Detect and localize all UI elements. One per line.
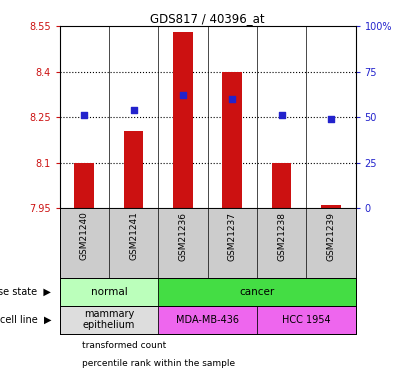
Text: GSM21236: GSM21236 xyxy=(178,211,187,261)
Bar xyxy=(173,32,193,208)
Bar xyxy=(60,306,158,334)
Text: mammary
epithelium: mammary epithelium xyxy=(83,309,135,330)
Bar xyxy=(321,205,341,208)
Bar xyxy=(74,163,94,208)
Bar xyxy=(272,163,291,208)
Text: cancer: cancer xyxy=(239,286,275,297)
Bar xyxy=(124,131,143,208)
Text: MDA-MB-436: MDA-MB-436 xyxy=(176,315,239,325)
Text: HCC 1954: HCC 1954 xyxy=(282,315,330,325)
Text: GSM21237: GSM21237 xyxy=(228,211,237,261)
Point xyxy=(328,116,334,122)
Point xyxy=(180,92,186,98)
Text: disease state  ▶: disease state ▶ xyxy=(0,286,51,297)
Bar xyxy=(222,72,242,208)
Text: cell line  ▶: cell line ▶ xyxy=(0,315,51,325)
Text: GSM21240: GSM21240 xyxy=(80,211,89,261)
Point xyxy=(278,112,285,118)
Bar xyxy=(60,278,158,306)
Text: GSM21241: GSM21241 xyxy=(129,211,138,261)
Text: transformed count: transformed count xyxy=(82,341,166,350)
Bar xyxy=(257,306,356,334)
Bar xyxy=(158,306,257,334)
Text: percentile rank within the sample: percentile rank within the sample xyxy=(82,358,236,368)
Point xyxy=(81,112,88,118)
Point xyxy=(130,107,137,113)
Text: GSM21239: GSM21239 xyxy=(326,211,335,261)
Text: normal: normal xyxy=(90,286,127,297)
Text: GSM21238: GSM21238 xyxy=(277,211,286,261)
Title: GDS817 / 40396_at: GDS817 / 40396_at xyxy=(150,12,265,25)
Bar xyxy=(158,278,356,306)
Point xyxy=(229,96,236,102)
